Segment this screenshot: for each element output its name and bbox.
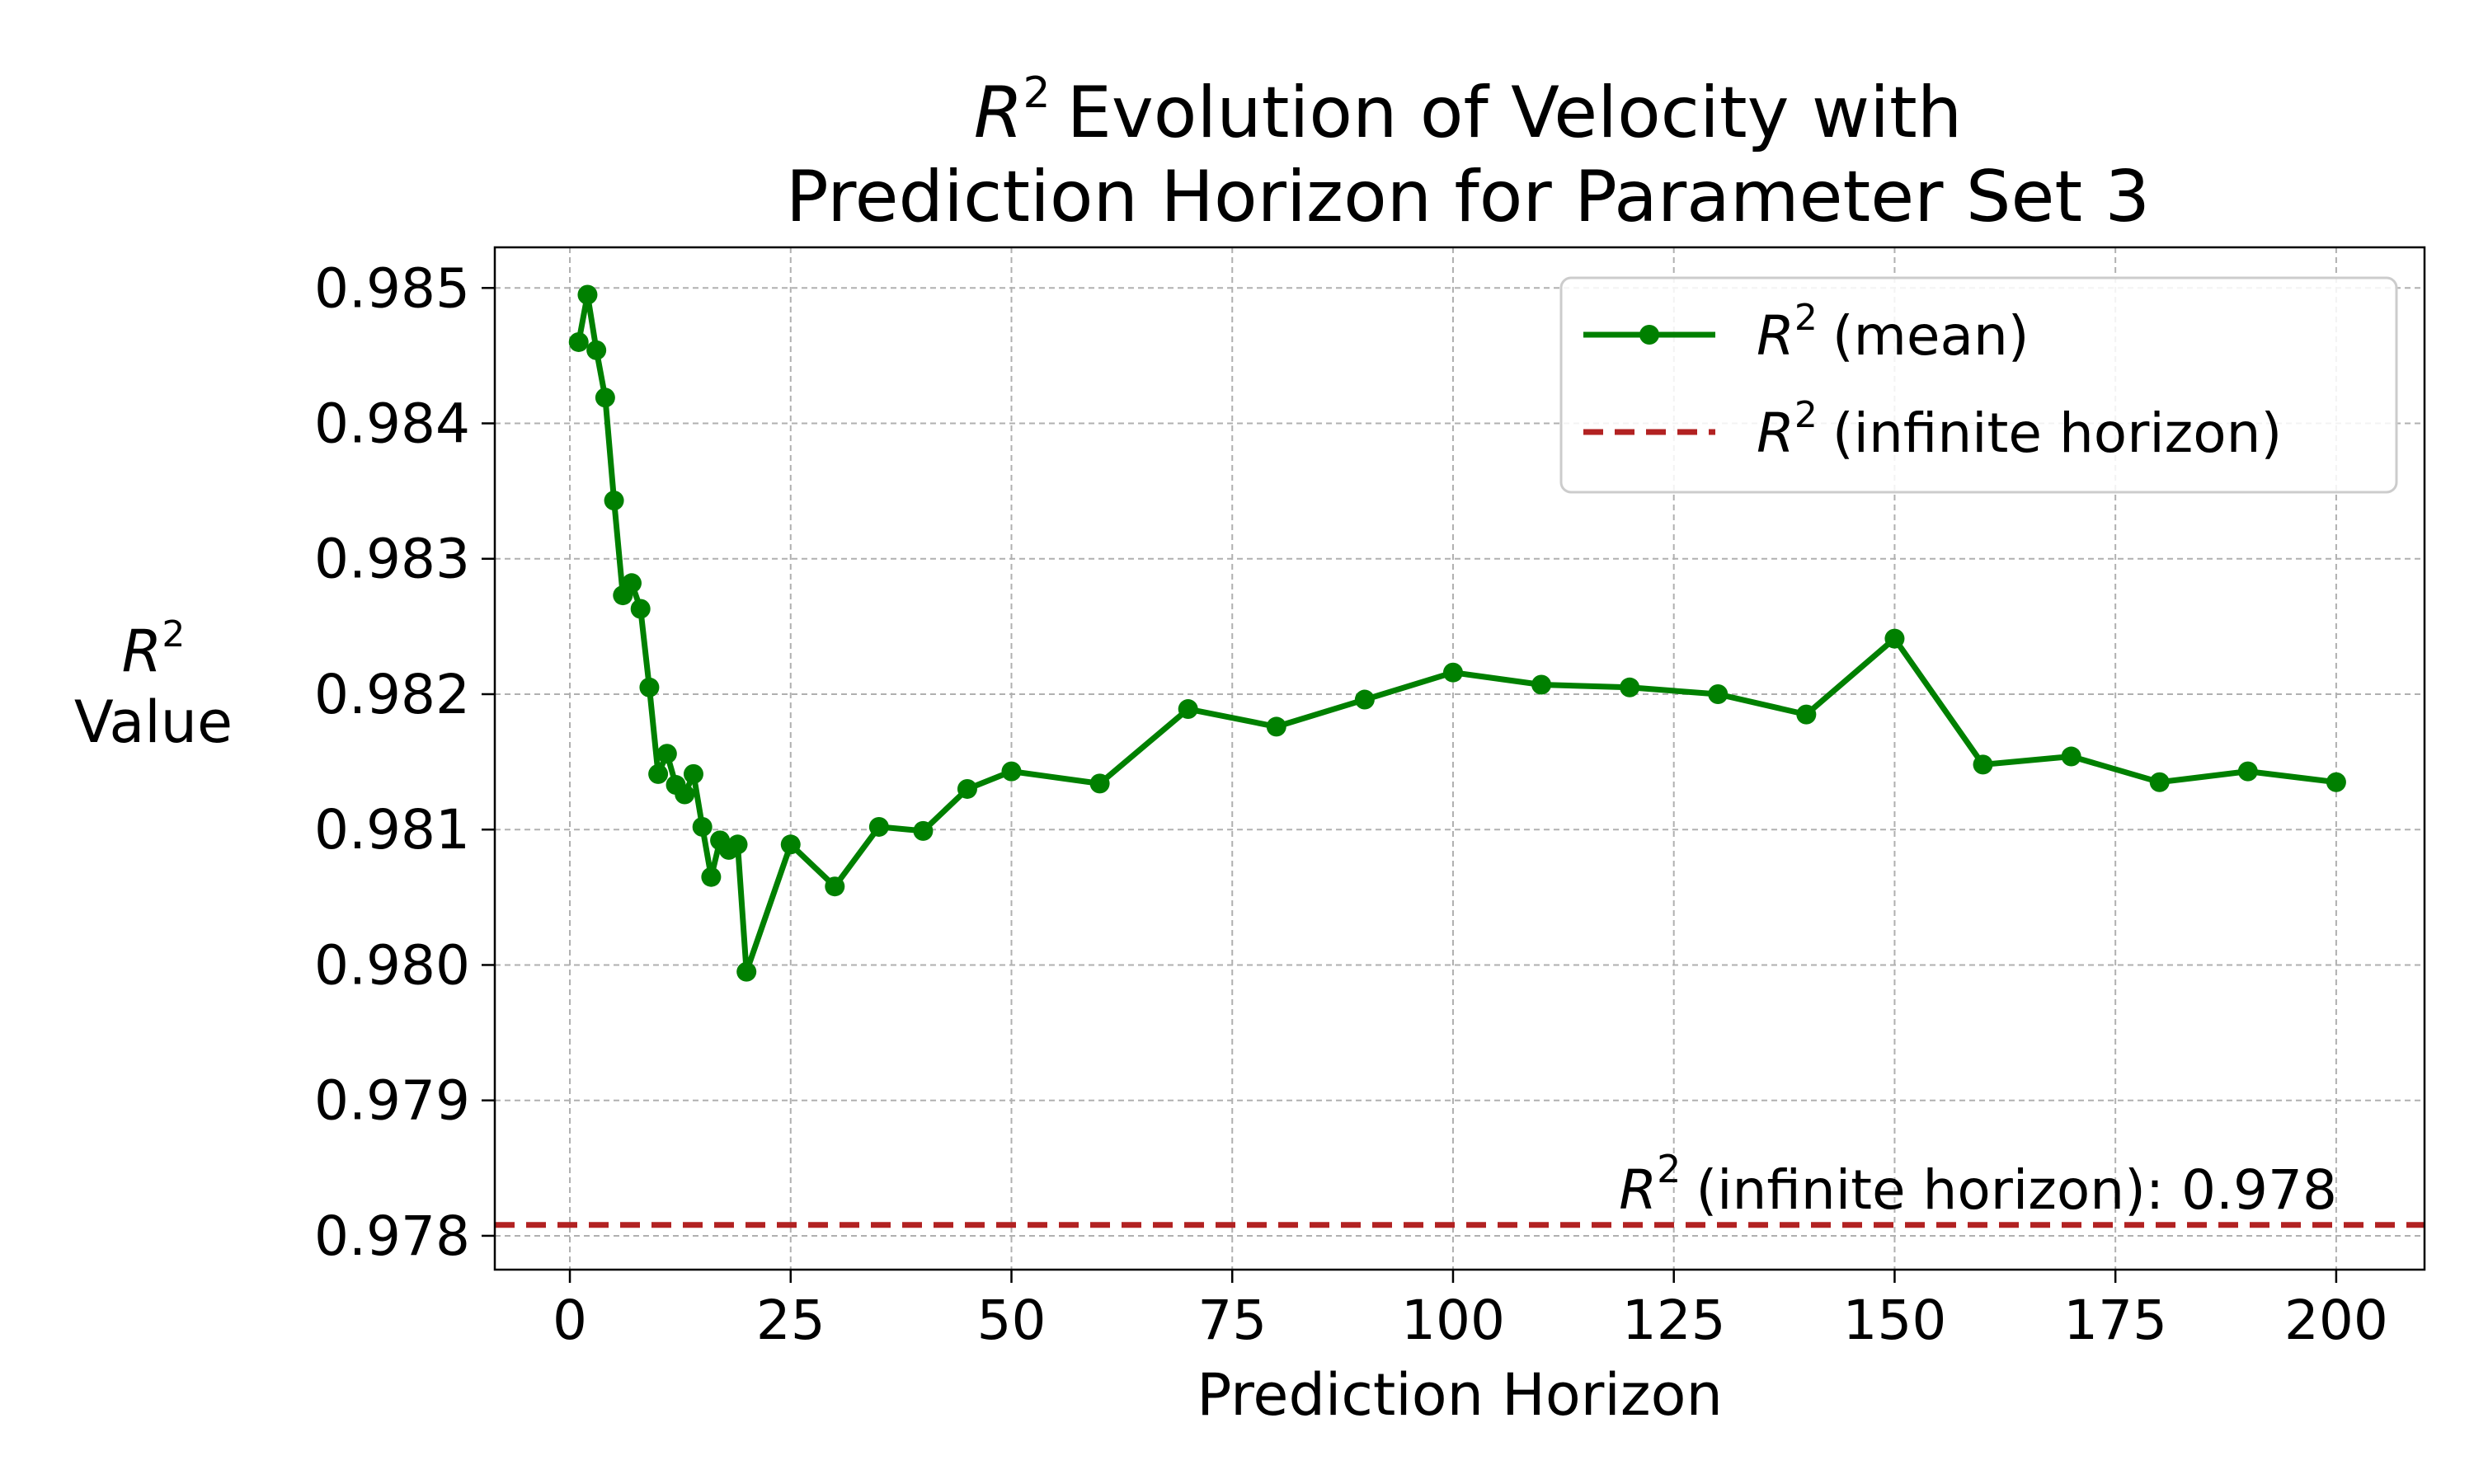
mean-data-point — [692, 816, 713, 837]
x-tick-label: 100 — [1401, 1289, 1505, 1352]
y-tick-label: 0.983 — [314, 528, 470, 591]
mean-data-point — [701, 866, 722, 887]
legend-mean-swatch-marker — [1639, 325, 1659, 345]
mean-data-point — [639, 677, 660, 697]
mean-data-point — [656, 744, 677, 764]
x-axis-ticks: 0 25 50 75 100 125 150 175 200 — [553, 1270, 2388, 1352]
legend: R2 (mean) R2 (infinite horizon) — [1559, 276, 2398, 494]
mean-data-point — [1442, 662, 1463, 683]
y-tick-label: 0.980 — [314, 933, 470, 997]
legend-mean-text: (mean) — [1832, 304, 2030, 368]
mean-data-point — [1266, 716, 1286, 737]
y-tick-label: 0.981 — [314, 798, 470, 862]
x-axis-label: Prediction Horizon — [1197, 1361, 1723, 1429]
x-tick-label: 150 — [1842, 1289, 1946, 1352]
x-tick-label: 0 — [553, 1289, 587, 1352]
mean-data-point — [568, 331, 589, 352]
title-superscript: 2 — [1023, 68, 1050, 118]
mean-data-point — [630, 599, 651, 619]
legend-infinite-label: R2 (infinite horizon) — [1757, 394, 2282, 465]
y-tick-label: 0.982 — [314, 663, 470, 726]
mean-data-point — [1796, 704, 1817, 725]
mean-data-point — [957, 778, 977, 799]
mean-data-point — [621, 573, 642, 594]
mean-data-point — [675, 784, 695, 805]
mean-data-point — [736, 961, 757, 982]
mean-data-point — [1001, 761, 1022, 782]
x-tick-label: 75 — [1197, 1289, 1267, 1352]
legend-mean-label: R2 (mean) — [1757, 297, 2030, 368]
mean-data-point — [2149, 772, 2170, 792]
y-label-superscript: 2 — [162, 613, 185, 655]
mean-data-point — [683, 763, 703, 784]
y-tick-label: 0.984 — [314, 392, 470, 456]
title-r-symbol: R — [974, 72, 1023, 154]
mean-data-point — [868, 816, 889, 837]
y-tick-label: 0.979 — [314, 1069, 470, 1133]
mean-data-point — [2326, 772, 2346, 792]
y-label-r-symbol: R — [122, 618, 162, 685]
y-axis-label-line-1: R2 — [122, 613, 186, 685]
mean-data-point — [577, 284, 598, 305]
x-tick-label: 175 — [2063, 1289, 2167, 1352]
chart-title-line-2: Prediction Horizon for Parameter Set 3 — [786, 156, 2150, 238]
mean-data-point — [1620, 677, 1640, 697]
x-tick-label: 50 — [977, 1289, 1047, 1352]
mean-data-point — [1178, 699, 1198, 720]
mean-data-point — [1973, 754, 1993, 775]
y-axis-label-line-2: Value — [74, 688, 233, 756]
mean-data-point — [727, 834, 748, 855]
legend-infinite-superscript: 2 — [1794, 394, 1818, 436]
y-tick-label: 0.985 — [314, 256, 470, 320]
y-tick-label: 0.978 — [314, 1205, 470, 1268]
mean-data-point — [586, 340, 607, 360]
mean-data-point — [1531, 674, 1552, 695]
infinite-horizon-annotation: R2 (infinite horizon): 0.978 — [1619, 1147, 2337, 1222]
x-tick-label: 125 — [1622, 1289, 1726, 1352]
annotation-superscript: 2 — [1657, 1147, 1681, 1191]
mean-data-point — [780, 834, 801, 855]
legend-mean-superscript: 2 — [1794, 297, 1818, 339]
mean-data-point — [2237, 761, 2258, 782]
mean-data-point — [1354, 689, 1375, 710]
mean-data-point — [1884, 628, 1905, 649]
mean-data-point — [595, 387, 615, 408]
legend-box — [1559, 276, 2398, 494]
mean-data-point — [913, 820, 934, 841]
mean-data-point — [648, 763, 669, 784]
annotation-text: (infinite horizon): 0.978 — [1696, 1158, 2337, 1222]
plot-frame — [493, 246, 2426, 1271]
x-tick-label: 200 — [2284, 1289, 2388, 1352]
mean-data-point — [825, 876, 845, 897]
legend-mean-r-symbol: R — [1757, 304, 1794, 368]
x-tick-label: 25 — [756, 1289, 825, 1352]
y-axis-ticks: 0.978 0.979 0.980 0.981 0.982 0.983 0.984 0.985 — [314, 256, 495, 1268]
mean-data-point — [604, 491, 624, 511]
title-line-1-text: Evolution of Velocity with — [1067, 72, 1963, 154]
annotation-r-symbol: R — [1619, 1158, 1657, 1222]
legend-infinite-r-symbol: R — [1757, 402, 1794, 465]
mean-data-point — [2061, 746, 2081, 767]
series-layer — [568, 284, 2346, 982]
mean-data-point — [1708, 683, 1729, 704]
legend-infinite-text: (infinite horizon) — [1832, 402, 2282, 465]
chart-title-line-1: R2 Evolution of Velocity with — [974, 68, 1963, 154]
mean-data-point — [1089, 773, 1110, 794]
